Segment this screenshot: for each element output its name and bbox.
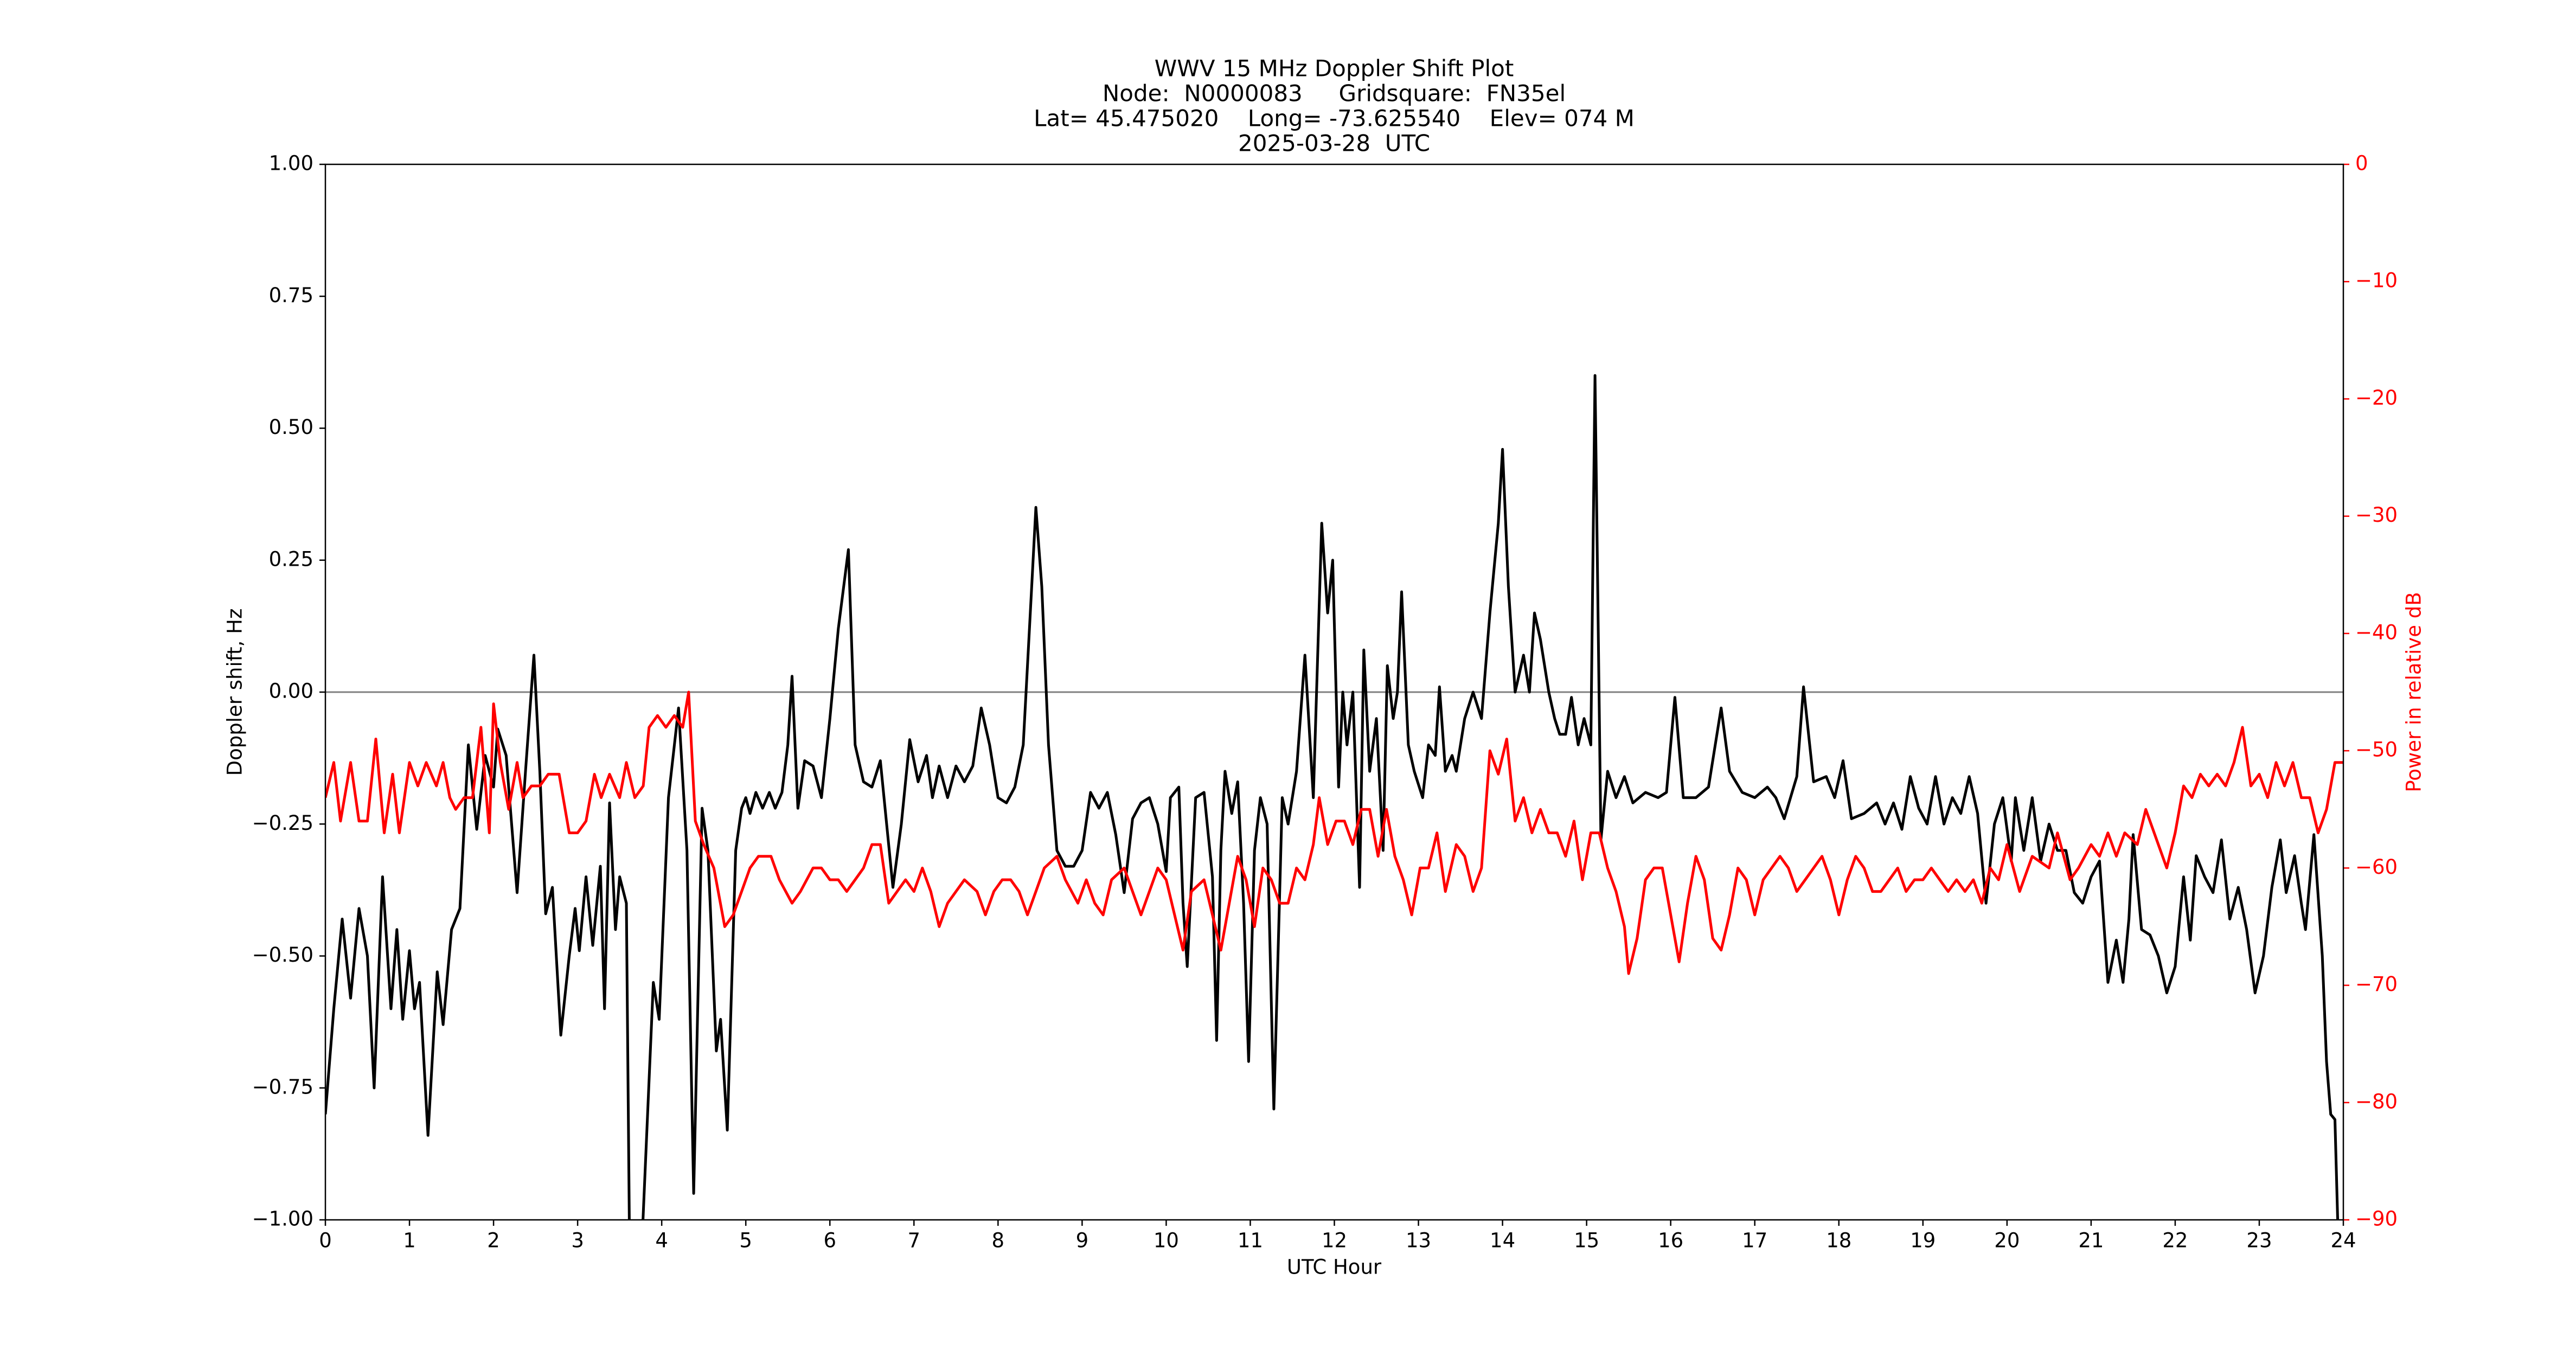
y2-tick-label: −40 xyxy=(2355,621,2398,644)
x-tick-label: 21 xyxy=(2078,1229,2104,1252)
y2-tick-label: −60 xyxy=(2355,855,2398,879)
chart-title: WWV 15 MHz Doppler Shift Plot xyxy=(1155,55,1514,82)
y2-tick-label: −20 xyxy=(2355,386,2398,410)
x-tick-label: 13 xyxy=(1406,1229,1431,1252)
x-tick-label: 8 xyxy=(992,1229,1005,1252)
y-axis-label: Doppler shift, Hz xyxy=(223,609,247,776)
y-tick-label: 1.00 xyxy=(269,152,313,175)
y-tick-label: 0.75 xyxy=(269,284,313,307)
y-tick-label: 0.50 xyxy=(269,415,313,439)
x-tick-label: 20 xyxy=(1994,1229,2020,1252)
x-tick-label: 14 xyxy=(1490,1229,1515,1252)
x-tick-label: 6 xyxy=(823,1229,836,1252)
x-tick-label: 23 xyxy=(2246,1229,2272,1252)
y-tick-label: 0.25 xyxy=(269,547,313,571)
x-tick-label: 22 xyxy=(2162,1229,2188,1252)
x-tick-label: 17 xyxy=(1742,1229,1767,1252)
y-tick-label: −0.75 xyxy=(252,1075,313,1098)
chart-subtitle: 2025-03-28 UTC xyxy=(1238,130,1430,157)
x-tick-label: 7 xyxy=(908,1229,921,1252)
plot-frame xyxy=(324,163,2344,1221)
series-line xyxy=(325,374,2340,1220)
y2-tick-label: −10 xyxy=(2355,269,2398,292)
y2-tick-label: −80 xyxy=(2355,1090,2398,1113)
x-axis-label: UTC Hour xyxy=(1287,1256,1382,1279)
chart-subtitle: Node: N0000083 Gridsquare: FN35el xyxy=(1103,80,1566,107)
x-tick-label: 11 xyxy=(1238,1229,1263,1252)
chart-subtitle: Lat= 45.475020 Long= -73.625540 Elev= 07… xyxy=(1034,105,1635,132)
y2-tick-label: −90 xyxy=(2355,1207,2398,1231)
x-tick-label: 19 xyxy=(1910,1229,1936,1252)
y2-tick-label: −30 xyxy=(2355,503,2398,527)
y2-tick-label: −50 xyxy=(2355,738,2398,762)
y-tick-label: 0.00 xyxy=(269,680,313,703)
y-tick-label: −0.25 xyxy=(252,811,313,835)
y2-tick-label: 0 xyxy=(2355,152,2368,175)
x-tick-label: 1 xyxy=(403,1229,416,1252)
x-tick-label: 9 xyxy=(1076,1229,1089,1252)
x-tick-label: 5 xyxy=(739,1229,752,1252)
x-tick-label: 0 xyxy=(319,1229,332,1252)
y2-axis-label: Power in relative dB xyxy=(2402,592,2426,792)
series-line xyxy=(325,690,2343,975)
x-tick-label: 16 xyxy=(1658,1229,1683,1252)
x-tick-label: 18 xyxy=(1826,1229,1851,1252)
x-tick-label: 3 xyxy=(571,1229,584,1252)
x-tick-label: 10 xyxy=(1154,1229,1179,1252)
x-tick-label: 15 xyxy=(1574,1229,1599,1252)
x-tick-label: 24 xyxy=(2330,1229,2356,1252)
x-tick-label: 2 xyxy=(487,1229,500,1252)
y-tick-label: −1.00 xyxy=(252,1207,313,1231)
plot-area xyxy=(325,374,2343,1220)
y2-tick-label: −70 xyxy=(2355,973,2398,996)
x-tick-label: 12 xyxy=(1322,1229,1347,1252)
y-tick-label: −0.50 xyxy=(252,943,313,967)
x-tick-label: 4 xyxy=(655,1229,668,1252)
